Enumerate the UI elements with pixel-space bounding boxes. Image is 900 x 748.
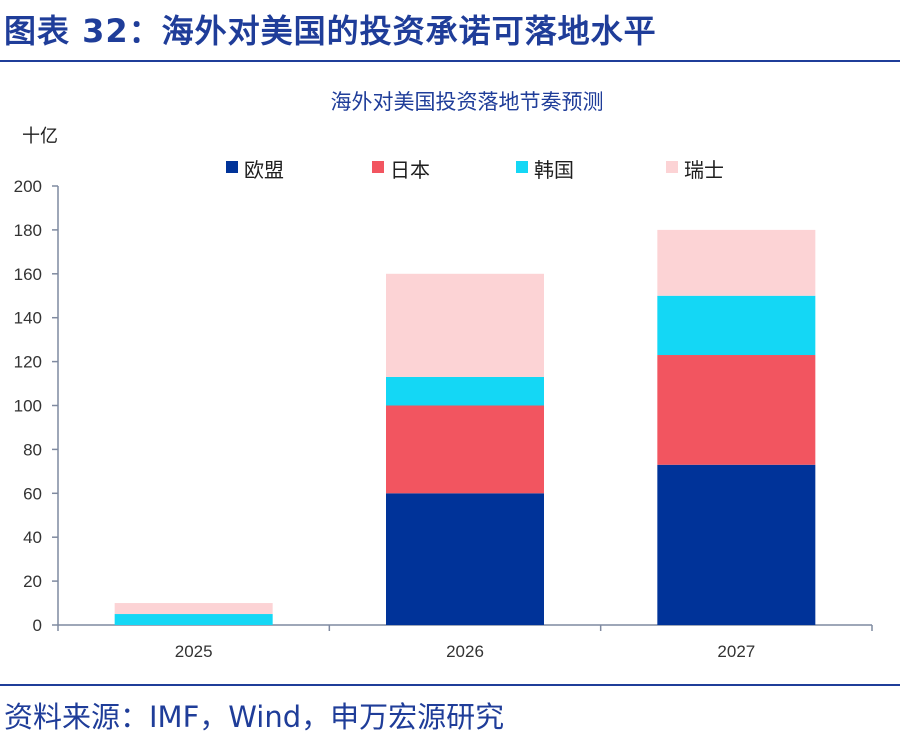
figure-title: 图表 32：海外对美国的投资承诺可落地水平	[4, 12, 657, 50]
bar-2026-韩国	[386, 376, 544, 406]
y-tick-label: 0	[33, 616, 42, 635]
bar-2027-日本	[657, 355, 816, 465]
x-tick-label: 2027	[717, 642, 755, 661]
x-tick-label: 2025	[175, 642, 213, 661]
x-tick-label: 2026	[446, 642, 484, 661]
y-axis-unit: 十亿	[22, 126, 58, 147]
legend-label-欧盟: 欧盟	[244, 158, 284, 182]
legend-swatch-瑞士	[666, 161, 678, 173]
title-rule	[0, 60, 900, 62]
chart-title: 海外对美国投资落地节奏预测	[331, 90, 604, 114]
y-tick-label: 80	[23, 440, 42, 459]
y-tick-label: 140	[14, 309, 42, 328]
y-tick-label: 180	[14, 221, 42, 240]
bar-2027-欧盟	[657, 464, 816, 625]
y-tick-label: 60	[23, 484, 42, 503]
bar-2026-瑞士	[386, 273, 544, 377]
bar-2026-日本	[386, 405, 544, 494]
bar-2025-瑞士	[114, 603, 273, 615]
legend-label-瑞士: 瑞士	[684, 158, 724, 182]
bars	[114, 229, 816, 625]
y-tick-label: 100	[14, 397, 42, 416]
y-axis: 0 20 40 60 80 100 120 140 160 180 200	[14, 177, 59, 635]
y-tick-label: 160	[14, 265, 42, 284]
legend-swatch-韩国	[516, 161, 528, 173]
y-tick-label: 40	[23, 528, 42, 547]
y-tick-label: 120	[14, 353, 42, 372]
bar-2026-欧盟	[386, 493, 544, 625]
y-tick-label: 20	[23, 572, 42, 591]
legend-swatch-日本	[372, 161, 384, 173]
bar-2027-韩国	[657, 295, 816, 356]
legend-label-日本: 日本	[390, 158, 430, 182]
source-rule	[0, 684, 900, 686]
source-note: 资料来源：IMF，Wind，申万宏源研究	[4, 700, 505, 734]
legend-label-韩国: 韩国	[534, 158, 574, 182]
x-axis: 2025 2026 2027	[57, 624, 873, 661]
legend-swatch-欧盟	[226, 161, 238, 173]
stacked-bar-chart: 海外对美国投资落地节奏预测 十亿 欧盟 日本 韩国 瑞士 0 20 40 60 80 100 12…	[14, 90, 873, 661]
y-tick-label: 200	[14, 177, 42, 196]
bar-2025-韩国	[114, 614, 273, 625]
legend: 欧盟 日本 韩国 瑞士	[226, 158, 724, 182]
bar-2027-瑞士	[657, 229, 816, 296]
